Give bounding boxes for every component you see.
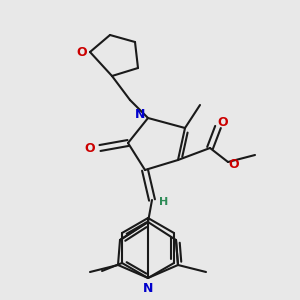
Text: O: O bbox=[85, 142, 95, 155]
Text: N: N bbox=[135, 107, 145, 121]
Text: N: N bbox=[143, 281, 153, 295]
Text: H: H bbox=[159, 197, 169, 207]
Text: O: O bbox=[229, 158, 239, 170]
Text: O: O bbox=[218, 116, 228, 130]
Text: O: O bbox=[77, 46, 87, 59]
